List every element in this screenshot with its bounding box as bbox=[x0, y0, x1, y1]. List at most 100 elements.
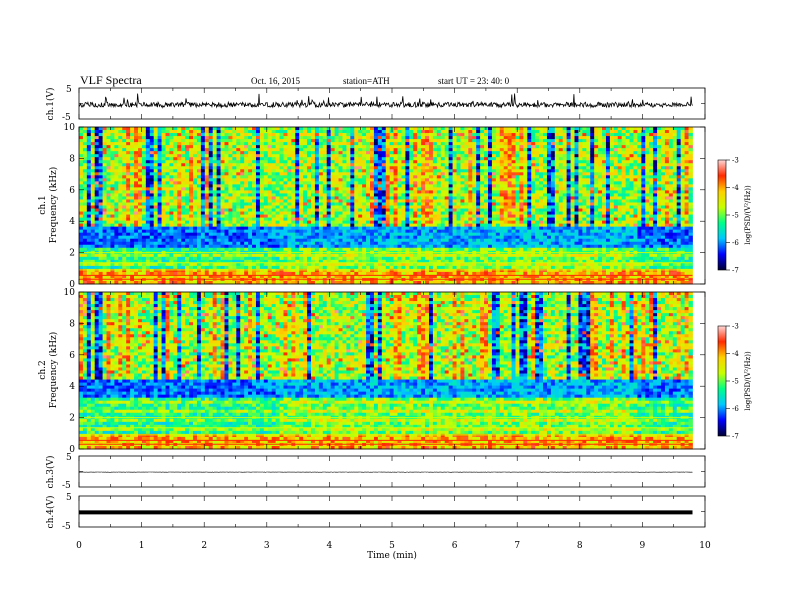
spectrogram-cell bbox=[311, 196, 316, 200]
spectrogram-cell bbox=[401, 253, 406, 258]
spectrogram-cell bbox=[98, 226, 103, 231]
spectrogram-cell bbox=[248, 235, 253, 240]
spectrogram-cell bbox=[373, 268, 379, 273]
spectrogram-cell bbox=[448, 232, 453, 237]
spectrogram-cell bbox=[295, 169, 300, 173]
spectrogram-cell bbox=[354, 256, 359, 261]
spectrogram-cell bbox=[350, 241, 355, 246]
spectrogram-cell bbox=[377, 169, 383, 173]
spectrogram-cell bbox=[421, 229, 426, 234]
spectrogram-cell bbox=[338, 169, 343, 173]
spectrogram-cell bbox=[82, 193, 88, 197]
spectrogram-cell bbox=[137, 241, 143, 246]
spectrogram-cell bbox=[165, 220, 170, 225]
spectrogram-cell bbox=[354, 148, 359, 152]
spectrogram-cell bbox=[409, 235, 414, 240]
spectrogram-cell bbox=[102, 259, 107, 264]
spectrogram-cell bbox=[118, 187, 123, 191]
spectrogram-cell bbox=[208, 133, 214, 137]
spectrogram-cell bbox=[79, 253, 84, 258]
spectrogram-cell bbox=[401, 133, 406, 137]
spectrogram-cell bbox=[326, 238, 332, 243]
spectrogram-cell bbox=[263, 256, 269, 261]
spectrogram-cell bbox=[354, 223, 359, 228]
spectrogram-cell bbox=[157, 241, 162, 246]
spectrogram-cell bbox=[137, 157, 143, 161]
spectrogram-cell bbox=[224, 175, 229, 179]
spectrogram-cell bbox=[153, 262, 159, 267]
spectrogram-cell bbox=[370, 253, 375, 258]
spectrogram-cell bbox=[106, 208, 111, 212]
spectrogram-cell bbox=[334, 280, 339, 285]
spectrogram-cell bbox=[216, 265, 221, 270]
spectrogram-cell bbox=[330, 184, 336, 188]
spectrogram-cell bbox=[244, 220, 249, 225]
spectrogram-cell bbox=[444, 184, 450, 188]
spectrogram-cell bbox=[122, 178, 127, 182]
spectrogram-cell bbox=[244, 199, 249, 203]
spectrogram-cell bbox=[110, 151, 115, 155]
spectrogram-cell bbox=[98, 157, 103, 161]
spectrogram-cell bbox=[373, 184, 379, 188]
spectrogram-cell bbox=[338, 229, 343, 234]
spectrogram-cell bbox=[393, 244, 398, 249]
spectrogram-cell bbox=[373, 196, 379, 200]
spectrogram-cell bbox=[432, 244, 438, 249]
spectrogram-cell bbox=[212, 238, 218, 243]
spectrogram-cell bbox=[141, 211, 147, 215]
spectrogram-cell bbox=[413, 127, 418, 131]
spectrogram-cell bbox=[248, 187, 253, 191]
spectrogram-cell bbox=[436, 223, 442, 228]
spectrogram-cell bbox=[393, 136, 398, 140]
spectrogram-cell bbox=[169, 256, 174, 261]
spectrogram-cell bbox=[401, 271, 406, 276]
spectrogram-cell bbox=[145, 196, 151, 200]
spectrogram-cell bbox=[232, 136, 237, 140]
spectrogram-cell bbox=[397, 151, 402, 155]
spectrogram-cell bbox=[314, 244, 320, 249]
spectrogram-cell bbox=[444, 268, 450, 273]
spectrogram-cell bbox=[397, 136, 402, 140]
spectrogram-cell bbox=[126, 247, 131, 252]
spectrogram-cell bbox=[311, 262, 316, 267]
spectrogram-cell bbox=[429, 196, 434, 200]
spectrogram-cell bbox=[255, 181, 261, 185]
spectrogram-cell bbox=[393, 154, 398, 158]
spectrogram-cell bbox=[444, 211, 450, 215]
spectrogram-cell bbox=[362, 133, 367, 137]
spectrogram-cell bbox=[299, 232, 304, 237]
spectrogram-cell bbox=[263, 244, 269, 249]
spectrogram-cell bbox=[362, 142, 367, 146]
spectrogram-cell bbox=[389, 235, 394, 240]
spectrogram-cell bbox=[181, 241, 186, 246]
spectrogram-cell bbox=[440, 196, 446, 200]
spectrogram-cell bbox=[102, 223, 107, 228]
spectrogram-cell bbox=[161, 145, 166, 149]
spectrogram-cell bbox=[244, 127, 249, 131]
spectrogram-cell bbox=[244, 187, 249, 191]
spectrogram-cell bbox=[212, 148, 218, 152]
spectrogram-cell bbox=[370, 190, 375, 194]
spectrogram-cell bbox=[409, 187, 414, 191]
spectrogram-cell bbox=[354, 205, 359, 209]
spectrogram-cell bbox=[236, 199, 241, 203]
spectrogram-cell bbox=[189, 217, 194, 221]
spectrogram-cell bbox=[271, 226, 277, 231]
spectrogram-cell bbox=[263, 187, 269, 191]
spectrogram-cell bbox=[417, 196, 422, 200]
spectrogram-cell bbox=[318, 211, 324, 215]
spectrogram-cell bbox=[106, 193, 111, 197]
spectrogram-cell bbox=[169, 247, 174, 252]
spectrogram-cell bbox=[358, 199, 363, 203]
spectrogram-cell bbox=[122, 262, 127, 267]
spectrogram-cell bbox=[322, 166, 328, 170]
spectrogram-cell bbox=[377, 151, 383, 155]
spectrogram-cell bbox=[236, 205, 241, 209]
spectrogram-cell bbox=[189, 238, 194, 243]
spectrogram-cell bbox=[413, 238, 418, 243]
spectrogram-cell bbox=[389, 262, 394, 267]
spectrogram-cell bbox=[165, 127, 170, 131]
spectrogram-cell bbox=[137, 214, 143, 218]
spectrogram-cell bbox=[196, 271, 202, 276]
spectrogram-cell bbox=[389, 136, 394, 140]
